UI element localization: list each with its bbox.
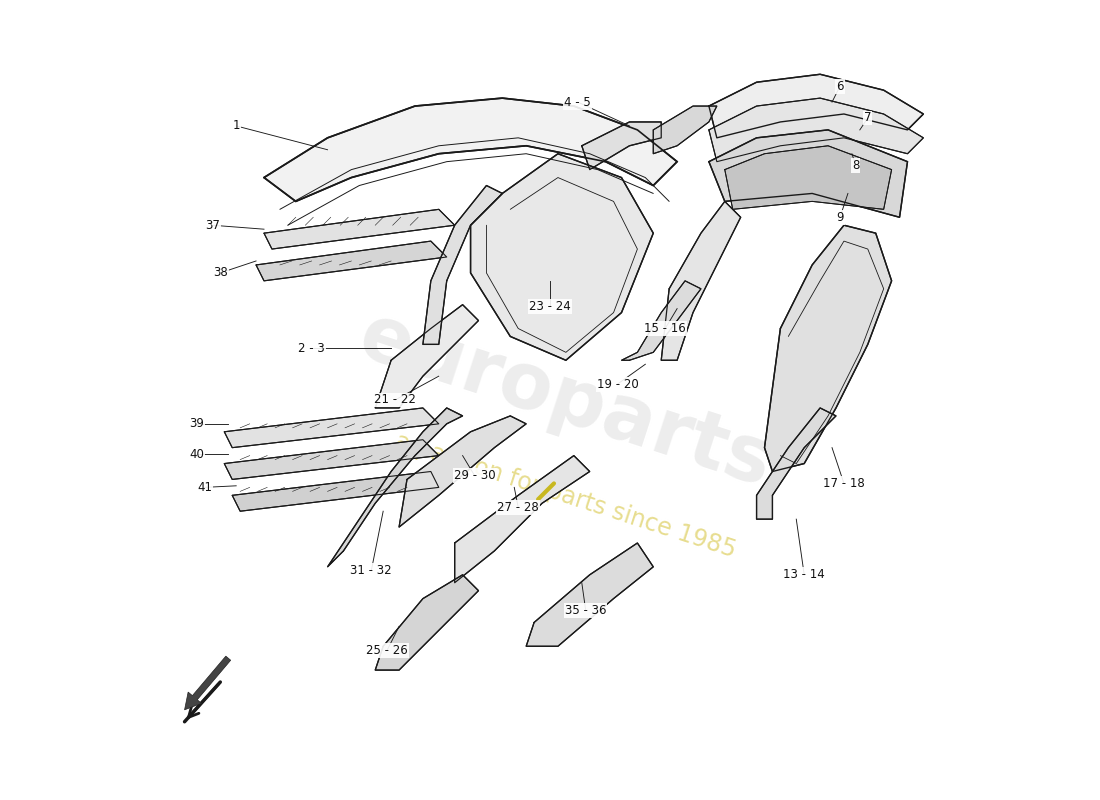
Text: 23 - 24: 23 - 24 [529, 300, 571, 313]
Polygon shape [708, 98, 923, 162]
Text: 25 - 26: 25 - 26 [366, 644, 408, 657]
Text: 40: 40 [189, 447, 204, 461]
Polygon shape [264, 210, 454, 249]
Text: 15 - 16: 15 - 16 [645, 322, 686, 335]
Polygon shape [661, 202, 740, 360]
Polygon shape [526, 543, 653, 646]
Polygon shape [708, 130, 907, 218]
Text: a passion for parts since 1985: a passion for parts since 1985 [393, 429, 739, 562]
Text: 27 - 28: 27 - 28 [497, 501, 539, 514]
Text: 38: 38 [213, 266, 228, 279]
Text: 7: 7 [864, 111, 871, 125]
Text: 19 - 20: 19 - 20 [596, 378, 638, 390]
Text: 1: 1 [232, 119, 240, 133]
Text: 41: 41 [197, 481, 212, 494]
Text: 39: 39 [189, 418, 204, 430]
Text: 31 - 32: 31 - 32 [351, 564, 392, 578]
Polygon shape [232, 471, 439, 511]
Polygon shape [422, 186, 503, 344]
FancyArrow shape [185, 656, 231, 710]
Polygon shape [375, 574, 478, 670]
Polygon shape [224, 408, 439, 448]
Polygon shape [224, 440, 439, 479]
Polygon shape [454, 456, 590, 582]
Text: 29 - 30: 29 - 30 [453, 469, 495, 482]
Polygon shape [399, 416, 526, 527]
Text: 17 - 18: 17 - 18 [823, 477, 865, 490]
Polygon shape [764, 226, 892, 471]
Polygon shape [264, 98, 678, 202]
Polygon shape [582, 122, 661, 170]
Polygon shape [256, 241, 447, 281]
Text: 9: 9 [836, 210, 844, 224]
Text: 2 - 3: 2 - 3 [298, 342, 324, 355]
Polygon shape [653, 106, 717, 154]
Text: 13 - 14: 13 - 14 [783, 568, 825, 582]
Text: 4 - 5: 4 - 5 [564, 95, 591, 109]
Polygon shape [757, 408, 836, 519]
Polygon shape [621, 281, 701, 360]
Polygon shape [725, 146, 892, 210]
Polygon shape [708, 74, 923, 138]
Polygon shape [375, 305, 478, 408]
Text: 35 - 36: 35 - 36 [565, 604, 606, 617]
Polygon shape [328, 408, 463, 567]
Polygon shape [471, 154, 653, 360]
Text: 21 - 22: 21 - 22 [374, 394, 416, 406]
Text: 6: 6 [836, 80, 844, 93]
Text: 8: 8 [852, 159, 859, 172]
Text: 37: 37 [205, 218, 220, 232]
Text: europarts: europarts [350, 298, 782, 502]
